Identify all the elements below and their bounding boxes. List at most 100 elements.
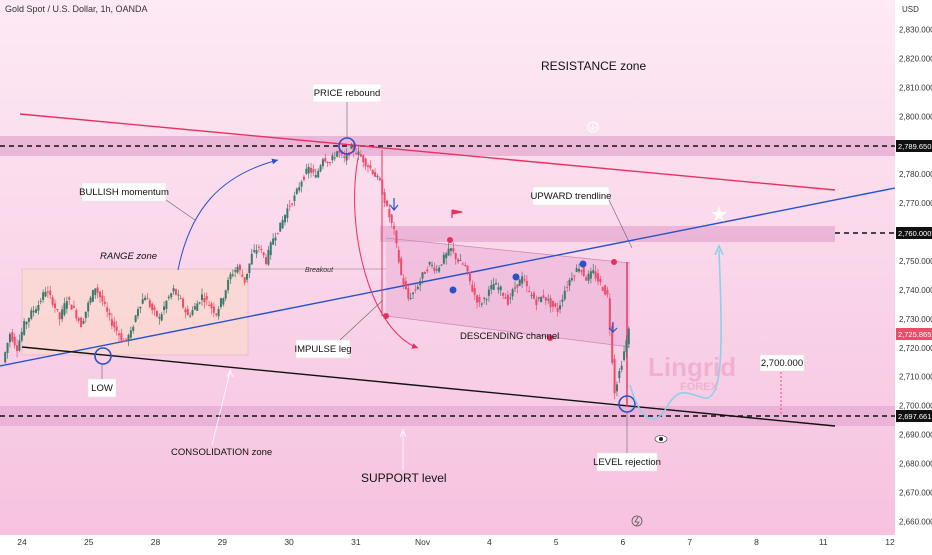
candle-body bbox=[224, 290, 227, 299]
candle-body bbox=[293, 195, 296, 202]
x-tick-label: 30 bbox=[284, 537, 294, 547]
candle-body bbox=[198, 302, 201, 304]
candle-body bbox=[177, 294, 180, 296]
candle-body bbox=[573, 275, 576, 277]
candle-body bbox=[620, 365, 623, 370]
candle-body bbox=[611, 326, 614, 363]
candle-body bbox=[302, 176, 305, 180]
candle-body bbox=[170, 293, 173, 298]
descending-channel-bottom bbox=[385, 315, 631, 348]
support-level-label: SUPPORT level bbox=[361, 471, 447, 485]
candle-body bbox=[464, 265, 467, 267]
candle-body bbox=[20, 331, 23, 341]
x-tick-label: 5 bbox=[554, 537, 559, 547]
candle-body bbox=[485, 299, 488, 301]
candle-body bbox=[291, 203, 294, 205]
price-axis-panel bbox=[895, 0, 932, 550]
low-marker[interactable] bbox=[94, 347, 112, 365]
candle-body bbox=[146, 298, 149, 300]
candle-body bbox=[627, 328, 630, 345]
candle-body bbox=[319, 165, 322, 172]
watermark-logo: Lingrid bbox=[648, 352, 736, 382]
candle-body bbox=[39, 300, 42, 302]
lightning-icon[interactable] bbox=[631, 515, 643, 527]
resistance-price-tag-text: 2,789.650 bbox=[898, 142, 931, 151]
candle-body bbox=[340, 152, 343, 155]
candle-body bbox=[497, 287, 500, 290]
candle-body bbox=[383, 192, 386, 204]
y-tick-label: 2,680.000 bbox=[899, 459, 932, 468]
candle-body bbox=[511, 289, 514, 297]
candle-body bbox=[516, 284, 519, 288]
candle-body bbox=[110, 319, 113, 326]
x-tick-label: 4 bbox=[487, 537, 492, 547]
support-trendline[interactable] bbox=[21, 346, 836, 427]
candle-body bbox=[163, 306, 166, 311]
down-circle-icon bbox=[587, 121, 599, 133]
time-axis-ticks: 24 25 28 29 30 31 Nov 4 5 6 7 8 11 12 bbox=[17, 537, 895, 547]
candle-body bbox=[431, 264, 434, 266]
candle-body bbox=[542, 295, 545, 298]
candle-body bbox=[288, 205, 291, 207]
candle-body bbox=[366, 165, 369, 167]
candle-body bbox=[364, 158, 367, 167]
candle-body bbox=[227, 279, 230, 291]
candle-body bbox=[99, 291, 102, 298]
candle-body bbox=[68, 297, 71, 300]
candle-body bbox=[326, 161, 329, 164]
resistance-zone-label: RESISTANCE zone bbox=[541, 59, 646, 73]
candle-body bbox=[283, 214, 286, 223]
candle-body bbox=[18, 340, 21, 351]
candle-body bbox=[129, 330, 132, 338]
candle-body bbox=[153, 307, 156, 310]
candle-body bbox=[96, 287, 99, 293]
impulse-curve-arrow bbox=[354, 157, 419, 349]
candle-body bbox=[350, 144, 353, 149]
candle-body bbox=[120, 333, 123, 341]
resistance-trendline[interactable] bbox=[19, 113, 836, 191]
mid-level-band bbox=[380, 226, 835, 242]
candle-body bbox=[217, 309, 220, 317]
candle-body bbox=[442, 254, 445, 264]
candle-body bbox=[212, 306, 215, 313]
candle-body bbox=[174, 289, 177, 295]
candle-body bbox=[260, 248, 263, 250]
x-tick-label: 8 bbox=[754, 537, 759, 547]
down-arrow-icon-1 bbox=[389, 198, 399, 211]
candle-body bbox=[101, 295, 104, 302]
candle-body bbox=[468, 272, 471, 282]
consolidation-pointer bbox=[211, 371, 231, 446]
candle-body bbox=[32, 310, 35, 313]
candle-body bbox=[478, 296, 481, 303]
candle-body bbox=[56, 308, 59, 310]
candle-body bbox=[544, 297, 547, 301]
target-price-box bbox=[759, 354, 805, 372]
candle-body bbox=[435, 269, 438, 271]
candle-body bbox=[53, 303, 56, 309]
candle-body bbox=[393, 225, 396, 229]
candle-body bbox=[122, 340, 125, 342]
candle-body bbox=[84, 311, 87, 319]
candle-body bbox=[461, 263, 464, 265]
candle-body bbox=[193, 306, 196, 310]
y-tick-label: 2,700.000 bbox=[899, 402, 932, 411]
candle-body bbox=[601, 287, 604, 291]
candle-body bbox=[134, 315, 137, 322]
upward-trendline[interactable] bbox=[0, 187, 896, 367]
candle-body bbox=[250, 253, 253, 265]
candle-body bbox=[229, 274, 232, 280]
candle-body bbox=[208, 304, 211, 306]
candle-body bbox=[578, 269, 581, 272]
candle-body bbox=[151, 303, 154, 311]
candle-body bbox=[82, 320, 85, 324]
candle-body bbox=[267, 249, 270, 265]
x-tick-label: 28 bbox=[151, 537, 161, 547]
candle-body bbox=[16, 345, 19, 352]
candle-body bbox=[333, 157, 336, 159]
candle-body bbox=[118, 333, 121, 336]
candle-body bbox=[127, 335, 130, 342]
candle-body bbox=[599, 278, 602, 283]
chart-background bbox=[0, 0, 895, 535]
candle-body bbox=[281, 220, 284, 229]
